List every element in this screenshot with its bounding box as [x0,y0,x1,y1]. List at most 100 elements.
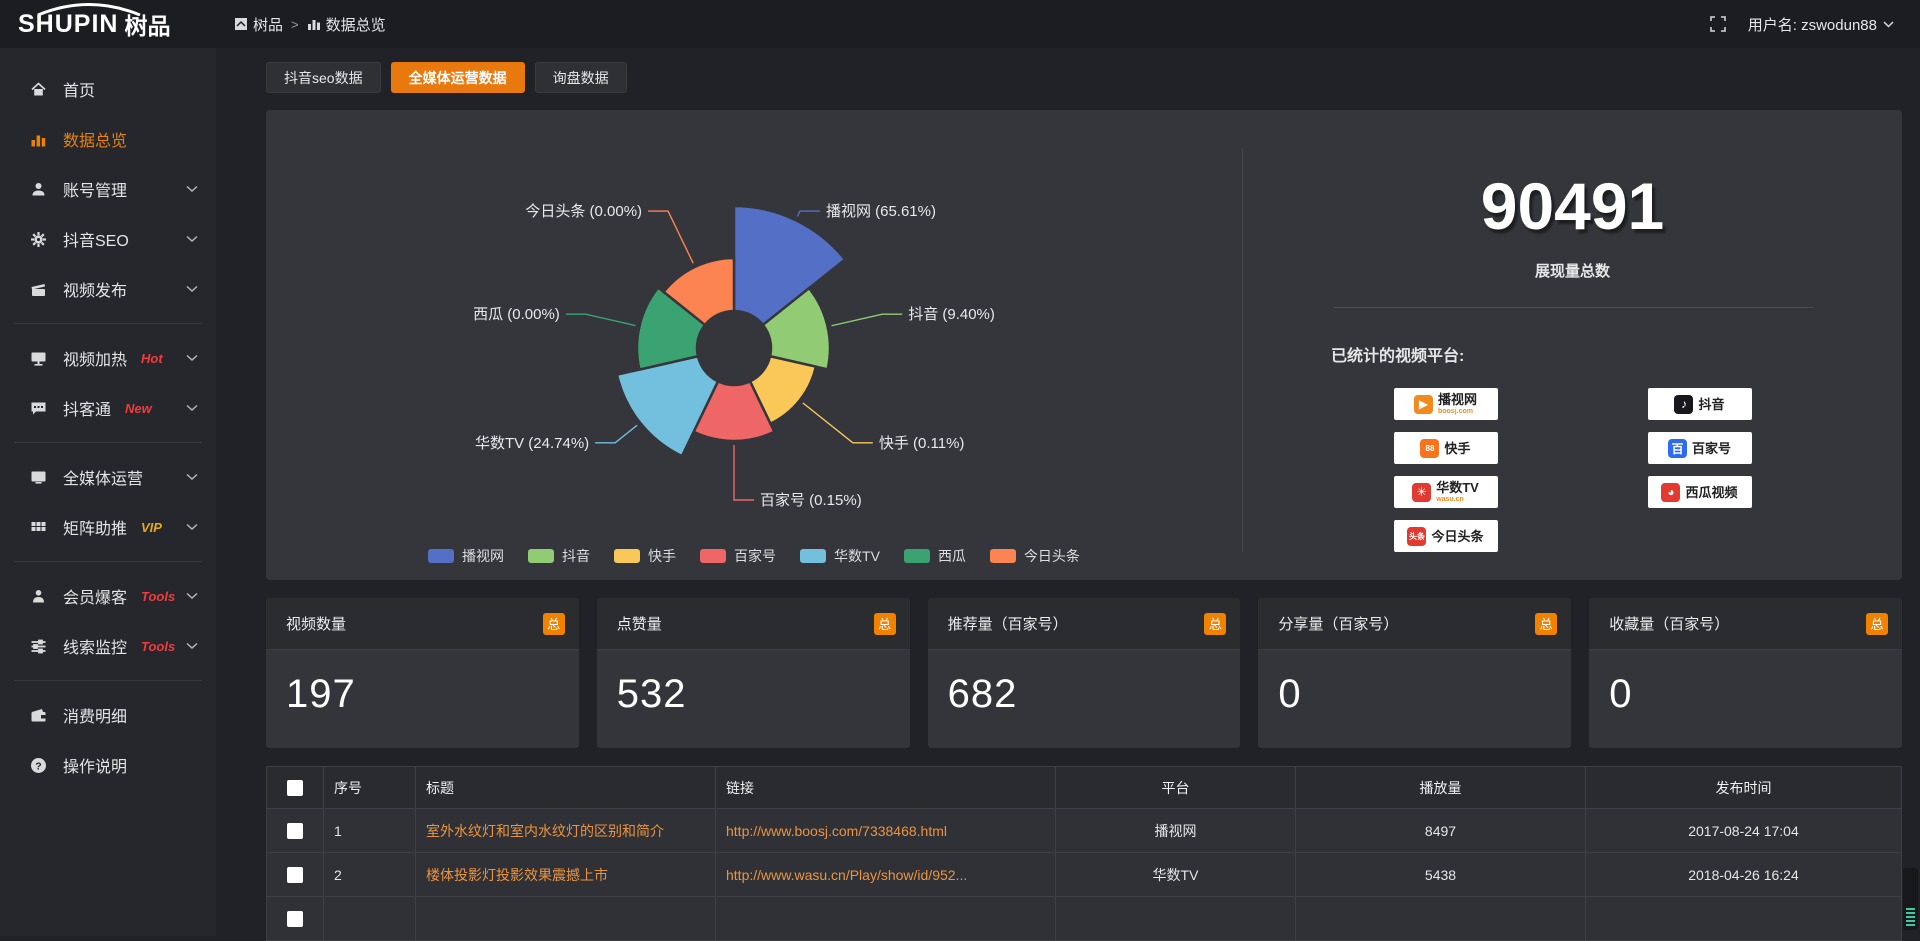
fullscreen-icon[interactable] [1710,16,1726,32]
stat-card-value: 0 [1589,650,1902,717]
platform-badge-西瓜视频[interactable]: ◕西瓜视频 [1648,476,1752,508]
row-checkbox[interactable] [287,911,303,927]
row-select-cell [267,809,324,853]
chevron-down-icon [186,637,198,655]
total-badge[interactable]: 总 [1535,613,1557,635]
total-badge[interactable]: 总 [874,613,896,635]
sidebar-divider [14,680,202,681]
chevron-down-icon [186,399,198,417]
row-select-cell [267,853,324,897]
topbar: SHUPIN 树品 树品 > 数据总览 用户名: zswodun88 [0,0,1920,48]
row-url-link[interactable]: http://www.boosj.com/7338468.html [716,809,1056,853]
legend-item-抖音[interactable]: 抖音 [528,546,590,566]
legend-item-西瓜[interactable]: 西瓜 [904,546,966,566]
total-badge[interactable]: 总 [1204,613,1226,635]
platform-badge-sub: wasu.cn [1436,496,1479,503]
sidebar-item-label: 视频发布 [63,277,127,301]
legend-item-快手[interactable]: 快手 [614,546,676,566]
stat-card-value: 197 [266,650,579,717]
sidebar-item-media-operation[interactable]: 全媒体运营 [0,452,216,502]
sidebar-item-badge: Tools [141,639,175,654]
pie-slice-华数TV[interactable] [617,356,718,456]
tab-douyin-seo-data[interactable]: 抖音seo数据 [266,62,381,93]
pie-label-leader [648,211,693,263]
total-badge[interactable]: 总 [1866,613,1888,635]
legend-swatch [904,549,930,563]
xigua-logo: ◕ [1661,483,1680,502]
toutiao-logo: 头条 [1407,527,1426,546]
col-time: 发布时间 [1586,767,1902,809]
legend-item-华数TV[interactable]: 华数TV [800,546,880,566]
sidebar-item-consume-detail[interactable]: 消费明细 [0,690,216,740]
total-impressions-caption: 展现量总数 [1243,260,1902,281]
tab-inquiry-data[interactable]: 询盘数据 [535,62,627,93]
chevron-down-icon [186,587,198,605]
row-title-link[interactable]: 楼体投影灯投影效果震撼上市 [416,853,716,897]
sidebar-item-help[interactable]: ?操作说明 [0,740,216,790]
sidebar-item-data-overview[interactable]: 数据总览 [0,114,216,164]
user-menu[interactable]: 用户名: zswodun88 [1748,14,1894,35]
col-platform: 平台 [1056,767,1296,809]
breadcrumb-root[interactable]: 树品 [234,14,283,35]
pie-chart-svg[interactable]: 播视网 (65.61%)抖音 (9.40%)快手 (0.11%)百家号 (0.1… [266,110,1226,540]
legend-item-今日头条[interactable]: 今日头条 [990,546,1080,566]
legend-swatch [528,549,554,563]
select-all-checkbox[interactable] [287,780,303,796]
col-plays: 播放量 [1296,767,1586,809]
platform-badge-百家号[interactable]: 百百家号 [1648,432,1752,464]
scroll-indicator-widget[interactable] [1903,868,1918,930]
row-time: 2018-04-26 16:24 [1586,853,1902,897]
sidebar-item-home[interactable]: 首页 [0,64,216,114]
row-checkbox[interactable] [287,867,303,883]
sidebar-item-account-manage[interactable]: 账号管理 [0,164,216,214]
platform-badge-label: 播视网 [1438,393,1477,406]
legend-item-播视网[interactable]: 播视网 [428,546,504,566]
pie-label-leader [831,314,902,326]
platform-badge-sub: boosj.com [1438,408,1477,415]
stat-card-1: 视频数量 总 197 [266,598,579,748]
tab-media-op-data[interactable]: 全媒体运营数据 [391,62,525,93]
videos-table: 序号 标题 链接 平台 播放量 发布时间 1 室外水纹灯和室内水纹灯的区别和简介… [266,766,1902,941]
sidebar-item-douyin-seo[interactable]: 抖音SEO [0,214,216,264]
pie-label-今日头条: 今日头条 (0.00%) [525,203,642,220]
platform-badge-今日头条[interactable]: 头条今日头条 [1394,520,1498,552]
stat-card-value: 0 [1258,650,1571,717]
main-content: 抖音seo数据全媒体运营数据询盘数据 播视网 (65.61%)抖音 (9.40%… [216,48,1920,936]
pie-label-快手: 快手 (0.11%) [879,435,965,452]
overview-panel: 播视网 (65.61%)抖音 (9.40%)快手 (0.11%)百家号 (0.1… [266,110,1902,580]
row-title-link[interactable]: 室外水纹灯和室内水纹灯的区别和简介 [416,809,716,853]
sidebar-item-label: 消费明细 [63,703,127,727]
stat-cards: 视频数量 总 197 点赞量 总 532 推荐量（百家号） 总 682 分享量（… [266,598,1902,748]
chevron-down-icon [1883,21,1894,28]
row-time: 2017-08-24 17:04 [1586,809,1902,853]
row-url-link[interactable]: http://www.wasu.cn/Play/show/id/952... [716,853,1056,897]
stat-card-2: 点赞量 总 532 [597,598,910,748]
stat-card-title: 分享量（百家号） [1278,613,1398,634]
row-checkbox[interactable] [287,823,303,839]
home-icon [28,81,48,98]
legend-label: 播视网 [462,546,504,566]
legend-label: 百家号 [734,546,776,566]
total-badge[interactable]: 总 [543,613,565,635]
sidebar-item-video-publish[interactable]: 视频发布 [0,264,216,314]
platform-badge-抖音[interactable]: ♪抖音 [1648,388,1752,420]
legend-item-百家号[interactable]: 百家号 [700,546,776,566]
sidebar-item-label: 抖音SEO [63,227,129,251]
select-all-cell [267,767,324,809]
pie-label-西瓜: 西瓜 (0.00%) [473,306,560,323]
total-impressions-value: 90491 [1243,168,1902,244]
person-icon [28,588,48,605]
pie-label-leader [803,403,873,443]
stat-card-3: 推荐量（百家号） 总 682 [928,598,1241,748]
wallet-icon [28,707,48,724]
breadcrumb-current[interactable]: 数据总览 [307,14,386,35]
